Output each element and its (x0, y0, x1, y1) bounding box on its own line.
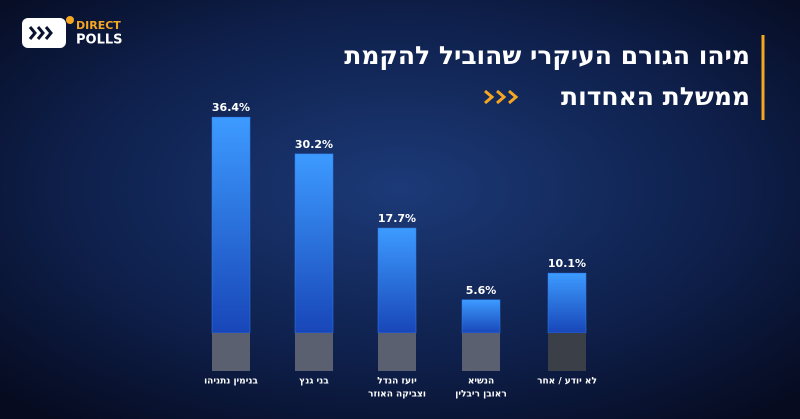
bar (211, 116, 251, 334)
x-tick-label: הנשיא (468, 377, 494, 387)
bar (377, 227, 417, 334)
chart-title: ממשלת האחדות (561, 82, 750, 111)
chart-title: מיהו הגורם העיקרי שהוביל להקמת (344, 41, 750, 70)
x-tick-label: לא יודע / אחר (537, 377, 597, 387)
value-label: 36.4% (212, 101, 250, 114)
photo (462, 333, 500, 371)
photo (548, 333, 586, 371)
value-label: 5.6% (466, 284, 497, 297)
photo (295, 333, 333, 371)
x-tick-label: בנימין נתניהו (204, 377, 258, 387)
x-tick-label: ראובן ריבלין (455, 390, 507, 400)
photo (378, 333, 416, 371)
x-tick-label: וצביקה האוזר (368, 390, 426, 400)
bar (461, 299, 501, 334)
x-tick-label: בני גנץ (299, 377, 329, 387)
x-tick-label: יועז הנדל (377, 377, 417, 387)
logo-text: POLLS (76, 33, 123, 48)
bar (294, 153, 334, 334)
logo-dot (66, 16, 74, 24)
photo (212, 333, 250, 371)
value-label: 30.2% (295, 138, 333, 151)
title-chevrons (484, 89, 519, 105)
value-label: 10.1% (548, 257, 586, 270)
value-label: 17.7% (378, 212, 416, 225)
logo-text: DIRECT (76, 19, 121, 32)
bar (547, 272, 587, 334)
logo-chevrons (28, 26, 53, 40)
logo: DIRECT POLLS (22, 16, 123, 48)
